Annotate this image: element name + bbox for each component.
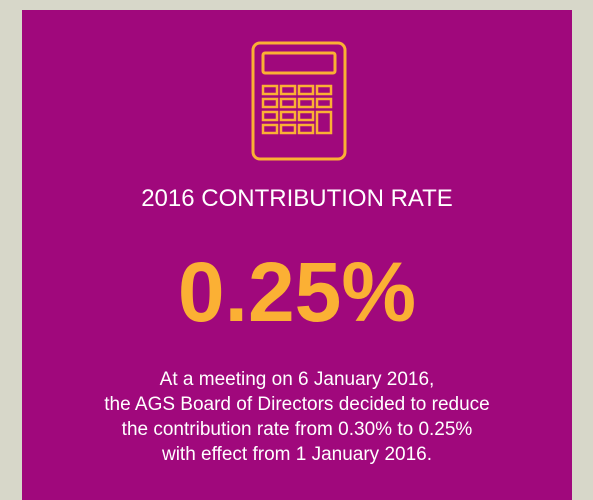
description-line: the AGS Board of Directors decided to re… — [104, 394, 490, 415]
info-panel: 2016 CONTRIBUTION RATE 0.25% At a meetin… — [22, 10, 572, 500]
description: At a meeting on 6 January 2016, the AGS B… — [22, 367, 572, 467]
description-line: the contribution rate from 0.30% to 0.25… — [121, 419, 473, 440]
calculator-icon — [251, 41, 347, 161]
heading: 2016 CONTRIBUTION RATE — [141, 185, 453, 212]
rate-value: 0.25% — [177, 245, 417, 339]
description-line: At a meeting on 6 January 2016, — [159, 369, 435, 390]
description-line: with effect from 1 January 2016. — [161, 444, 433, 465]
